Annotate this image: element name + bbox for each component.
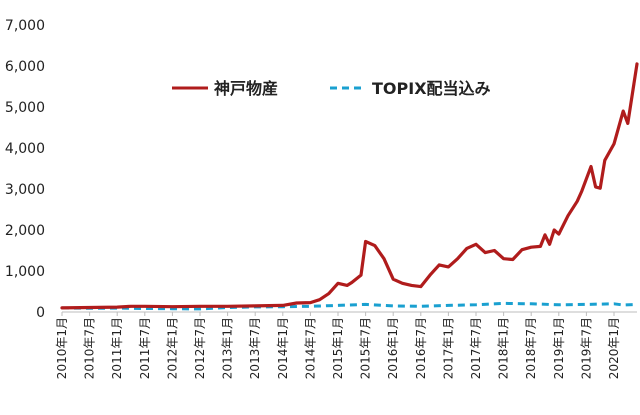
y-tick-label: 5,000 bbox=[5, 100, 45, 116]
x-tick-label: 2018年1月 bbox=[497, 317, 511, 379]
x-tick-label: 2012年7月 bbox=[193, 317, 207, 379]
y-tick-label: 1,000 bbox=[5, 264, 45, 280]
legend-label-1: TOPIX配当込み bbox=[372, 79, 491, 98]
x-tick-label: 2014年7月 bbox=[303, 317, 317, 379]
x-tick-label: 2016年1月 bbox=[386, 317, 400, 379]
x-tick-label: 2019年7月 bbox=[579, 317, 593, 379]
y-tick-label: 6,000 bbox=[5, 59, 45, 75]
x-tick-label: 2017年7月 bbox=[469, 317, 483, 379]
legend-label-0: 神戸物産 bbox=[214, 79, 278, 98]
series-line-0 bbox=[60, 62, 639, 310]
series-line-1 bbox=[61, 301, 638, 311]
x-tick-label: 2020年1月 bbox=[607, 317, 621, 379]
y-tick-label: 2,000 bbox=[5, 223, 45, 239]
x-axis-ticks: 2010年1月 2010年7月 2011年1月 2011年7月 2012年1月 2012年… bbox=[55, 312, 621, 379]
x-tick-label: 2011年7月 bbox=[138, 317, 152, 379]
x-tick-label: 2019年1月 bbox=[552, 317, 566, 379]
y-axis-ticks: 0 1,000 2,000 3,000 4,000 5,000 6,000 7,000 bbox=[5, 18, 45, 321]
x-tick-label: 2011年1月 bbox=[110, 317, 124, 379]
x-tick-label: 2010年1月 bbox=[55, 317, 69, 379]
series-layer bbox=[60, 62, 639, 311]
x-tick-label: 2010年7月 bbox=[83, 317, 97, 379]
x-tick-label: 2013年1月 bbox=[221, 317, 235, 379]
y-tick-label: 7,000 bbox=[5, 18, 45, 34]
x-tick-label: 2018年7月 bbox=[524, 317, 538, 379]
x-tick-label: 2013年7月 bbox=[248, 317, 262, 379]
x-tick-label: 2012年1月 bbox=[165, 317, 179, 379]
x-tick-label: 2017年1月 bbox=[441, 317, 455, 379]
x-tick-label: 2014年1月 bbox=[276, 317, 290, 379]
x-tick-label: 2015年7月 bbox=[359, 317, 373, 379]
x-tick-label: 2016年7月 bbox=[414, 317, 428, 379]
x-tick-label: 2015年1月 bbox=[331, 317, 345, 379]
y-tick-label: 3,000 bbox=[5, 182, 45, 198]
legend: 神戸物産 TOPIX配当込み bbox=[172, 79, 491, 98]
y-tick-label: 0 bbox=[36, 305, 45, 321]
y-tick-label: 4,000 bbox=[5, 141, 45, 157]
